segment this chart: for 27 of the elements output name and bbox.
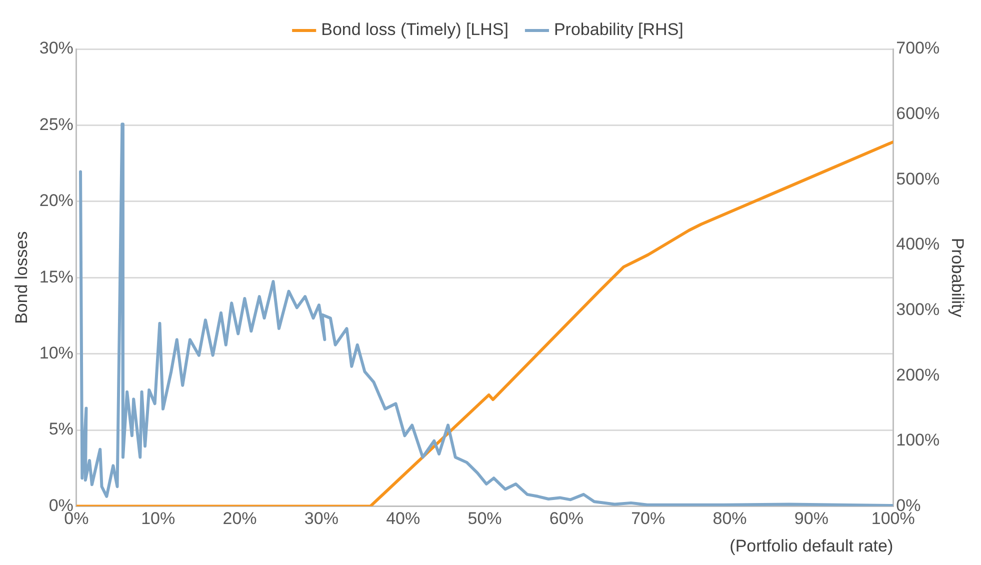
y-tick-label: 10% [39,343,74,362]
y2-tick-label: 500% [896,169,940,188]
x-tick-label: 50% [468,509,502,528]
y2-tick-label: 600% [896,104,940,123]
y-axis-title: Bond losses [12,231,31,324]
x-tick-label: 10% [141,509,176,528]
x-tick-label: 30% [304,509,338,528]
x-axis-title: (Portfolio default rate) [730,536,894,556]
legend-label: Bond loss (Timely) [LHS] [321,20,508,40]
legend-label: Probability [RHS] [554,20,684,40]
y2-tick-label: 400% [896,234,940,254]
x-tick-label: 80% [712,509,747,528]
x-tick-label: 70% [631,509,666,528]
y-tick-label: 20% [39,191,74,210]
y2-tick-label: 700% [896,38,940,58]
y2-tick-label: 300% [896,300,940,319]
x-tick-label: 60% [549,509,584,528]
y2-tick-label: 100% [896,430,940,450]
x-tick-label: 40% [386,509,420,528]
x-tick-label: 20% [222,509,257,528]
y-tick-label: 15% [39,267,74,286]
y2-tick-label: 200% [896,365,940,384]
y-tick-label: 25% [39,114,74,134]
y-tick-label: 30% [39,38,74,58]
y-tick-label: 5% [48,420,74,439]
y2-axis-title: Probability [948,238,968,318]
x-tick-label: 90% [794,509,828,528]
